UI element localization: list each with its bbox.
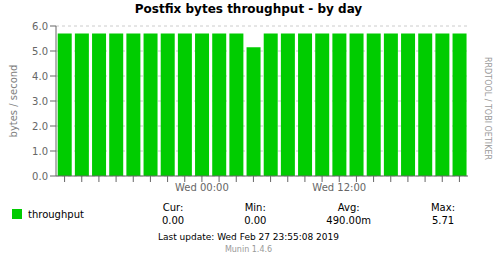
svg-text:Wed 12:00: Wed 12:00 xyxy=(312,182,366,193)
html-text:Max:: Max: xyxy=(431,202,455,213)
html-text:0.00: 0.00 xyxy=(162,215,185,226)
svg-text:1.0: 1.0 xyxy=(32,146,48,157)
svg-text:6.0: 6.0 xyxy=(32,21,48,32)
svg-text:bytes / second: bytes / second xyxy=(8,65,19,138)
svg-text:0.0: 0.0 xyxy=(32,171,48,182)
svg-text:5.0: 5.0 xyxy=(32,46,48,57)
html-text:5.71: 5.71 xyxy=(431,215,455,226)
html-text:0.00: 0.00 xyxy=(244,215,267,226)
html-text:throughput: throughput xyxy=(28,208,84,220)
html-text:RRDTOOL / TOBI OETIKER: RRDTOOL / TOBI OETIKER xyxy=(483,56,493,160)
svg-text:Wed 00:00: Wed 00:00 xyxy=(175,182,229,193)
html-text:490.00m: 490.00m xyxy=(326,215,372,226)
html-text:Postfix bytes throughput - by: Postfix bytes throughput - by day xyxy=(134,2,363,16)
svg-text:4.0: 4.0 xyxy=(32,71,48,82)
html-text:Last update: Wed Feb 27 23:55:: Last update: Wed Feb 27 23:55:08 2019 xyxy=(158,232,339,242)
svg-text:3.0: 3.0 xyxy=(32,96,48,107)
svg-text:2.0: 2.0 xyxy=(32,121,48,132)
html-text:Avg:: Avg: xyxy=(337,202,360,213)
html-text:Cur:: Cur: xyxy=(162,202,184,213)
html-text:Min:: Min: xyxy=(244,202,266,213)
html-text:Munin 1.4.6: Munin 1.4.6 xyxy=(224,245,273,254)
